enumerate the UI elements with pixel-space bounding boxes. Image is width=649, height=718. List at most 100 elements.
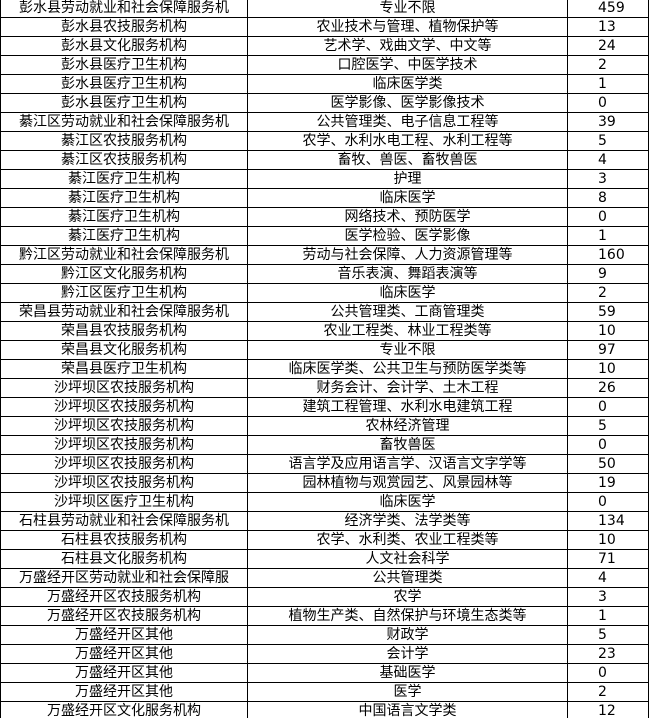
table-row: 綦江区劳动就业和社会保障服务机 公共管理类、电子信息工程等 39 xyxy=(0,112,649,132)
count: 2 xyxy=(567,283,649,303)
table-row: 彭水县医疗卫生机构 口腔医学、中医学技术 2 xyxy=(0,55,649,75)
unit-name: 石柱县劳动就业和社会保障服务机 xyxy=(0,511,248,531)
major-requirement: 专业不限 xyxy=(247,0,568,18)
unit-name: 沙坪坝区农技服务机构 xyxy=(0,397,248,417)
unit-name: 沙坪坝区农技服务机构 xyxy=(0,454,248,474)
table-row: 万盛经开区农技服务机构 植物生产类、自然保护与环境生态类等 1 xyxy=(0,606,649,626)
table-row: 彭水县农技服务机构 农业技术与管理、植物保护等 13 xyxy=(0,17,649,37)
unit-name: 彭水县医疗卫生机构 xyxy=(0,74,248,94)
count: 160 xyxy=(567,245,649,265)
major-requirement: 劳动与社会保障、人力资源管理等 xyxy=(247,245,568,265)
count: 10 xyxy=(567,530,649,550)
count: 0 xyxy=(567,207,649,227)
major-requirement: 艺术学、戏曲文学、中文等 xyxy=(247,36,568,56)
unit-name: 黔江区文化服务机构 xyxy=(0,264,248,284)
unit-name: 彭水县文化服务机构 xyxy=(0,36,248,56)
count: 9 xyxy=(567,264,649,284)
table-row: 彭水县文化服务机构 艺术学、戏曲文学、中文等 24 xyxy=(0,36,649,56)
major-requirement: 公共管理类、工商管理类 xyxy=(247,302,568,322)
count: 1 xyxy=(567,74,649,94)
count: 4 xyxy=(567,150,649,170)
table-row: 万盛经开区其他 会计学 23 xyxy=(0,644,649,664)
unit-name: 綦江医疗卫生机构 xyxy=(0,226,248,246)
count: 2 xyxy=(567,682,649,702)
unit-name: 石柱县文化服务机构 xyxy=(0,549,248,569)
unit-name: 万盛经开区其他 xyxy=(0,663,248,683)
unit-name: 荣昌县文化服务机构 xyxy=(0,340,248,360)
table-row: 綦江区农技服务机构 农学、水利水电工程、水利工程等 5 xyxy=(0,131,649,151)
major-requirement: 财务会计、会计学、土木工程 xyxy=(247,378,568,398)
table-row: 綦江医疗卫生机构 护理 3 xyxy=(0,169,649,189)
major-requirement: 畜牧、兽医、畜牧兽医 xyxy=(247,150,568,170)
count: 0 xyxy=(567,663,649,683)
table-row: 石柱县农技服务机构 农学、水利类、农业工程类等 10 xyxy=(0,530,649,550)
count: 50 xyxy=(567,454,649,474)
unit-name: 万盛经开区文化服务机构 xyxy=(0,701,248,718)
table-row: 綦江区农技服务机构 畜牧、兽医、畜牧兽医 4 xyxy=(0,150,649,170)
count: 12 xyxy=(567,701,649,718)
unit-name: 彭水县医疗卫生机构 xyxy=(0,55,248,75)
count: 0 xyxy=(567,93,649,113)
major-requirement: 农业技术与管理、植物保护等 xyxy=(247,17,568,37)
table-row: 石柱县劳动就业和社会保障服务机 经济学类、法学类等 134 xyxy=(0,511,649,531)
count: 5 xyxy=(567,416,649,436)
table-row: 彭水县医疗卫生机构 临床医学类 1 xyxy=(0,74,649,94)
unit-name: 彭水县劳动就业和社会保障服务机 xyxy=(0,0,248,18)
table-row: 沙坪坝区农技服务机构 园林植物与观赏园艺、风景园林等 19 xyxy=(0,473,649,493)
major-requirement: 音乐表演、舞蹈表演等 xyxy=(247,264,568,284)
count: 0 xyxy=(567,492,649,512)
major-requirement: 语言学及应用语言学、汉语言文字学等 xyxy=(247,454,568,474)
unit-name: 万盛经开区其他 xyxy=(0,625,248,645)
count: 19 xyxy=(567,473,649,493)
count: 0 xyxy=(567,435,649,455)
major-requirement: 专业不限 xyxy=(247,340,568,360)
unit-name: 黔江区医疗卫生机构 xyxy=(0,283,248,303)
count: 4 xyxy=(567,568,649,588)
count: 26 xyxy=(567,378,649,398)
count: 5 xyxy=(567,625,649,645)
count: 59 xyxy=(567,302,649,322)
major-requirement: 临床医学 xyxy=(247,283,568,303)
unit-name: 荣昌县医疗卫生机构 xyxy=(0,359,248,379)
table-row: 黔江区劳动就业和社会保障服务机 劳动与社会保障、人力资源管理等 160 xyxy=(0,245,649,265)
table-row: 万盛经开区劳动就业和社会保障服 公共管理类 4 xyxy=(0,568,649,588)
unit-name: 沙坪坝区农技服务机构 xyxy=(0,435,248,455)
unit-name: 万盛经开区其他 xyxy=(0,682,248,702)
count: 13 xyxy=(567,17,649,37)
count: 1 xyxy=(567,606,649,626)
major-requirement: 口腔医学、中医学技术 xyxy=(247,55,568,75)
major-requirement: 医学 xyxy=(247,682,568,702)
count: 24 xyxy=(567,36,649,56)
table-row: 沙坪坝区农技服务机构 财务会计、会计学、土木工程 26 xyxy=(0,378,649,398)
table-row: 万盛经开区农技服务机构 农学 3 xyxy=(0,587,649,607)
count: 8 xyxy=(567,188,649,208)
table-row: 綦江医疗卫生机构 网络技术、预防医学 0 xyxy=(0,207,649,227)
unit-name: 沙坪坝区农技服务机构 xyxy=(0,416,248,436)
table-row: 彭水县医疗卫生机构 医学影像、医学影像技术 0 xyxy=(0,93,649,113)
count: 23 xyxy=(567,644,649,664)
major-requirement: 农业工程类、林业工程类等 xyxy=(247,321,568,341)
major-requirement: 医学影像、医学影像技术 xyxy=(247,93,568,113)
major-requirement: 公共管理类、电子信息工程等 xyxy=(247,112,568,132)
major-requirement: 建筑工程管理、水利水电建筑工程 xyxy=(247,397,568,417)
count: 10 xyxy=(567,321,649,341)
unit-name: 荣昌县劳动就业和社会保障服务机 xyxy=(0,302,248,322)
count: 1 xyxy=(567,226,649,246)
table-row: 綦江医疗卫生机构 临床医学 8 xyxy=(0,188,649,208)
unit-name: 万盛经开区农技服务机构 xyxy=(0,587,248,607)
unit-name: 彭水县农技服务机构 xyxy=(0,17,248,37)
major-requirement: 临床医学类、公共卫生与预防医学类等 xyxy=(247,359,568,379)
table-row: 万盛经开区文化服务机构 中国语言文学类 12 xyxy=(0,701,649,718)
unit-name: 彭水县医疗卫生机构 xyxy=(0,93,248,113)
table-row: 沙坪坝区农技服务机构 农林经济管理 5 xyxy=(0,416,649,436)
table-row: 荣昌县劳动就业和社会保障服务机 公共管理类、工商管理类 59 xyxy=(0,302,649,322)
count: 39 xyxy=(567,112,649,132)
unit-name: 万盛经开区劳动就业和社会保障服 xyxy=(0,568,248,588)
table-row: 黔江区医疗卫生机构 临床医学 2 xyxy=(0,283,649,303)
major-requirement: 农林经济管理 xyxy=(247,416,568,436)
major-requirement: 园林植物与观赏园艺、风景园林等 xyxy=(247,473,568,493)
major-requirement: 护理 xyxy=(247,169,568,189)
table-row: 荣昌县文化服务机构 专业不限 97 xyxy=(0,340,649,360)
unit-name: 黔江区劳动就业和社会保障服务机 xyxy=(0,245,248,265)
